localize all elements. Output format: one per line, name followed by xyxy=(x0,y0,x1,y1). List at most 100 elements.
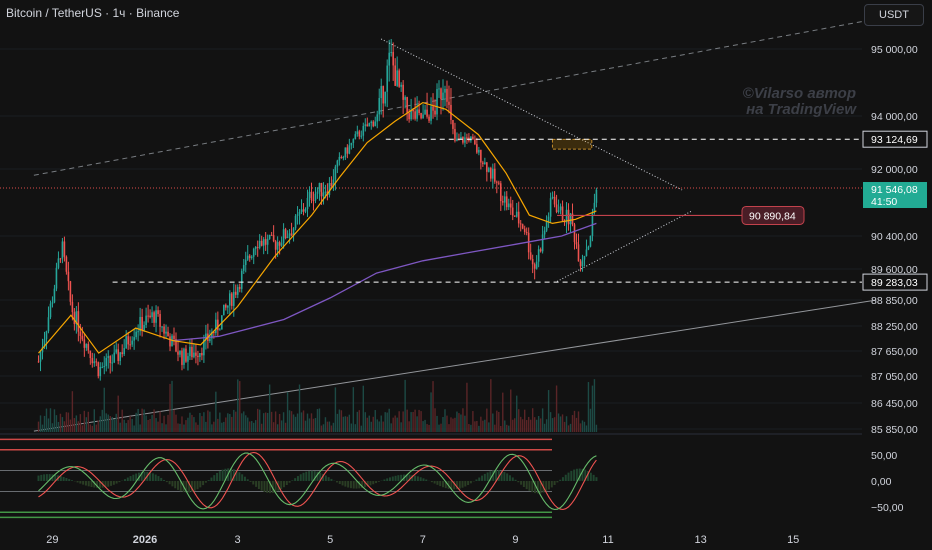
volume-bar xyxy=(75,415,78,432)
volume-bar xyxy=(243,411,245,432)
candle-body xyxy=(49,303,52,318)
oscillator-histogram xyxy=(296,476,299,481)
countdown-label: 41:50 xyxy=(871,196,897,208)
oscillator-histogram xyxy=(96,481,99,488)
oscillator-histogram xyxy=(246,479,249,481)
oscillator-histogram xyxy=(157,476,160,481)
oscillator-histogram xyxy=(589,472,592,481)
candle-body xyxy=(43,339,46,348)
volume-bar xyxy=(324,417,327,432)
volume-bar xyxy=(348,414,351,432)
oscillator-histogram xyxy=(126,477,129,481)
volume-bar xyxy=(520,416,522,432)
oscillator-histogram xyxy=(302,472,305,481)
candle-body xyxy=(519,223,522,225)
candle-body xyxy=(238,287,241,289)
volume-bar xyxy=(350,423,353,432)
volume-bar xyxy=(181,416,183,432)
volume-bar xyxy=(39,415,42,432)
oscillator-histogram xyxy=(522,481,525,488)
volume-bar xyxy=(258,409,261,432)
oscillator-histogram xyxy=(232,469,235,481)
candle-body xyxy=(478,149,480,153)
volume-bar xyxy=(219,412,221,432)
oscillator-histogram xyxy=(575,468,578,481)
volume-bar xyxy=(354,424,357,432)
candle-body xyxy=(484,162,486,165)
candle-body xyxy=(284,229,287,239)
oscillator-histogram xyxy=(310,470,313,481)
oscillator-histogram xyxy=(408,474,411,481)
candle-body xyxy=(302,209,305,212)
oscillator-histogram xyxy=(559,479,562,481)
volume-bar xyxy=(89,424,92,432)
volume-bar xyxy=(286,391,289,432)
volume-bar xyxy=(65,412,68,432)
oscillator-histogram xyxy=(90,481,93,488)
volume-bar xyxy=(282,412,285,432)
candle-body xyxy=(571,213,574,225)
oscillator-histogram xyxy=(397,475,400,481)
candle-body xyxy=(155,310,157,323)
candle-body xyxy=(228,293,231,306)
volume-bar xyxy=(310,413,313,432)
oscillator-histogram xyxy=(461,481,464,488)
oscillator-histogram xyxy=(87,481,90,487)
candle-body xyxy=(396,70,398,86)
oscillator-histogram xyxy=(478,477,481,481)
candle-body xyxy=(440,88,442,100)
volume-bar xyxy=(545,419,548,432)
candle-body xyxy=(446,88,448,102)
oscillator-histogram xyxy=(135,473,138,481)
candle-body xyxy=(501,201,504,203)
volume-bar xyxy=(109,416,111,432)
volume-bar xyxy=(264,412,267,432)
oscillator-histogram xyxy=(495,470,498,481)
candle-body xyxy=(270,234,273,236)
volume-bar xyxy=(486,408,488,432)
volume-bar xyxy=(581,420,584,432)
volume-bar xyxy=(69,419,72,432)
candle-body xyxy=(402,84,404,100)
candle-body xyxy=(348,145,351,154)
volume-bar xyxy=(99,416,101,432)
oscillator-histogram xyxy=(241,474,244,481)
current-price-tag xyxy=(863,182,927,209)
candle-body xyxy=(380,86,383,99)
volume-bar xyxy=(330,425,333,432)
volume-bar xyxy=(342,416,345,432)
volume-bar xyxy=(284,422,287,432)
candle-body xyxy=(205,333,207,340)
currency-button[interactable]: USDT xyxy=(864,4,924,26)
oscillator-histogram xyxy=(349,481,352,489)
volume-bar xyxy=(352,387,355,432)
volume-bar xyxy=(85,417,88,432)
volume-bar xyxy=(139,424,141,432)
volume-bar xyxy=(458,413,460,432)
volume-bar xyxy=(155,418,157,432)
candle-body xyxy=(332,179,335,187)
oscillator-histogram xyxy=(171,481,174,487)
candle-body xyxy=(547,216,550,222)
volume-bar xyxy=(199,412,201,432)
candle-body xyxy=(442,92,444,100)
time-tick-label: 3 xyxy=(235,534,241,546)
candle-body xyxy=(513,215,516,217)
volume-bar xyxy=(368,415,370,432)
volume-bar xyxy=(370,421,372,432)
volume-bar xyxy=(563,421,566,432)
oscillator-histogram xyxy=(93,481,96,488)
oscillator-histogram xyxy=(545,481,548,492)
volume-bar xyxy=(424,419,426,432)
volume-bar xyxy=(53,409,56,432)
candle-body xyxy=(71,301,74,313)
candle-body xyxy=(197,355,199,358)
oscillator-histogram xyxy=(492,470,495,481)
oscillator-histogram xyxy=(204,481,207,483)
oscillator-histogram xyxy=(338,481,341,485)
volume-bar xyxy=(541,408,544,432)
oscillator-histogram xyxy=(132,474,135,481)
oscillator-histogram xyxy=(467,481,470,486)
volume-bar xyxy=(436,415,438,432)
